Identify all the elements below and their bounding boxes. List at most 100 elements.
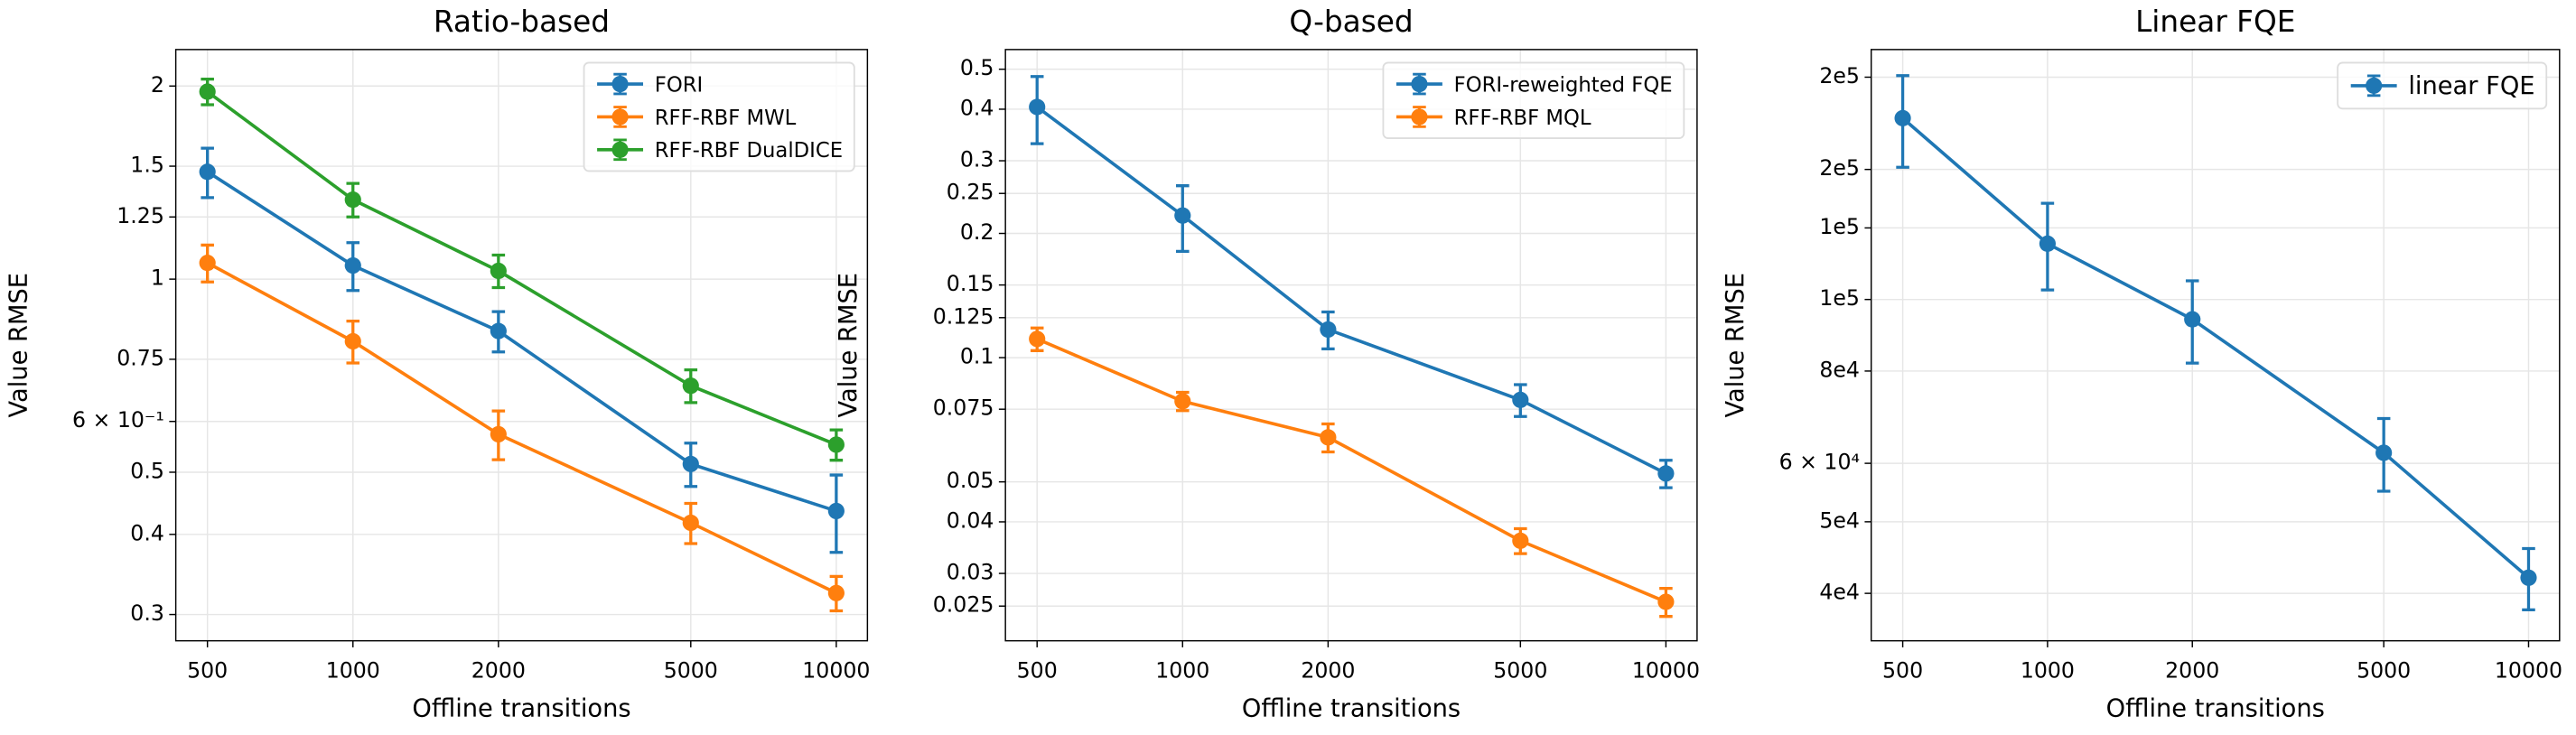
y-tick-label: 8e4 [1819, 357, 1860, 382]
data-point [2375, 444, 2393, 461]
chart-title: Ratio-based [434, 5, 610, 39]
x-tick-label: 500 [1882, 658, 1923, 684]
y-tick-label: 0.5 [960, 55, 994, 80]
chart-title: Q-based [1289, 5, 1413, 39]
x-axis-label: Offline transitions [1242, 695, 1461, 723]
data-point [1029, 330, 1046, 348]
data-point [490, 262, 507, 280]
x-axis-label: Offline transitions [412, 695, 630, 723]
data-point [344, 332, 361, 350]
y-tick-label: 0.025 [933, 592, 994, 618]
series-line [1901, 116, 2530, 580]
series-line [206, 261, 837, 595]
x-tick-label: 10000 [2495, 658, 2562, 684]
legend-frame [583, 61, 855, 172]
data-point [682, 377, 699, 395]
data-point [827, 584, 845, 601]
legend-label: RFF-RBF MWL [655, 107, 797, 130]
y-axis-label: Value RMSE [5, 273, 33, 418]
y-tick-label: 1 [151, 265, 164, 291]
plot-frame [174, 49, 869, 642]
x-tick-label: 1000 [326, 658, 380, 684]
y-tick-label: 0.04 [947, 507, 994, 533]
legend-frame [2337, 61, 2548, 110]
y-tick-label: 2e5 [1819, 63, 1860, 88]
y-tick-label: 1.5 [130, 153, 164, 178]
legend-swatch [1411, 108, 1428, 126]
y-tick-label: 0.2 [960, 219, 994, 245]
y-tick-label: 0.5 [130, 458, 164, 483]
y-tick-label: 1e5 [1819, 214, 1860, 239]
y-tick-label: 4e4 [1819, 580, 1860, 605]
data-point [1174, 207, 1191, 224]
legend-swatch [1411, 75, 1428, 93]
data-point [827, 502, 845, 520]
y-tick-label: 5e4 [1819, 507, 1860, 533]
data-point [1029, 98, 1046, 116]
data-point [682, 455, 699, 472]
data-point [1320, 429, 1337, 446]
x-tick-label: 1000 [2021, 658, 2075, 684]
data-point [490, 425, 507, 443]
data-point [199, 83, 216, 100]
y-tick-label: 0.3 [960, 147, 994, 172]
x-tick-label: 10000 [802, 658, 870, 684]
x-tick-label: 2000 [471, 658, 526, 684]
legend: FORI-reweighted FQE RFF-RBF MQL [1382, 61, 1685, 139]
y-tick-label: 1e5 [1819, 285, 1860, 311]
y-tick-label: 6 × 10⁻¹ [72, 407, 164, 433]
x-tick-label: 5000 [2357, 658, 2411, 684]
data-point [1174, 393, 1191, 410]
y-tick-label: 0.25 [947, 180, 994, 205]
data-point [344, 256, 361, 274]
y-tick-label: 0.15 [947, 271, 994, 296]
y-tick-label: 0.05 [947, 468, 994, 493]
x-tick-label: 500 [187, 658, 228, 684]
data-point [490, 322, 507, 340]
legend-swatch [611, 141, 629, 158]
y-tick-label: 0.1 [960, 344, 994, 369]
data-point [199, 255, 216, 272]
data-point [1512, 391, 1529, 408]
x-tick-label: 10000 [1632, 658, 1700, 684]
x-axis-label: Offline transitions [2106, 695, 2325, 723]
legend-swatch [611, 108, 629, 126]
plot-frame [1004, 49, 1698, 642]
data-point [2184, 311, 2201, 328]
y-tick-label: 0.4 [960, 95, 994, 120]
plot-frame [1870, 49, 2561, 642]
legend-swatch [611, 75, 629, 93]
data-point [682, 514, 699, 532]
legend-swatch [2366, 77, 2383, 94]
x-tick-label: 2000 [2165, 658, 2219, 684]
data-point [2520, 569, 2537, 586]
subplot: 2 1.5 1.25 1 0.75 6 × 10⁻¹ 0.5 0.4 0.3 500 1000 200… [5, 5, 870, 723]
data-point [827, 436, 845, 453]
y-tick-label: 1.25 [117, 203, 164, 228]
y-tick-label: 0.75 [117, 345, 164, 370]
subplot: 2e5 2e5 1e5 1e5 8e4 6 × 10⁴ 5e4 4e4 500 1000 2000 5… [1722, 5, 2562, 723]
series-line [1036, 337, 1667, 604]
x-tick-label: 2000 [1301, 658, 1355, 684]
data-point [1512, 532, 1529, 549]
legend: linear FQE [2337, 61, 2548, 110]
data-point [1657, 465, 1675, 482]
y-tick-label: 2e5 [1819, 155, 1860, 181]
y-tick-label: 0.4 [130, 520, 164, 545]
data-point [2039, 235, 2057, 252]
data-point [1320, 321, 1337, 339]
y-axis-label: Value RMSE [1722, 273, 1750, 418]
data-point [1657, 593, 1675, 610]
x-tick-label: 1000 [1155, 658, 1209, 684]
y-axis-label: Value RMSE [835, 273, 863, 418]
legend-label: FORI [655, 73, 703, 97]
legend: FORI RFF-RBF MWL RFF-RBF DualDICE [583, 61, 855, 172]
chart-title: Linear FQE [2135, 5, 2295, 39]
series-line [206, 170, 837, 513]
data-point [344, 191, 361, 209]
legend-label: RFF-RBF DualDICE [655, 139, 843, 163]
series-line [1036, 106, 1667, 475]
legend-label: linear FQE [2408, 72, 2534, 100]
legend-frame [1382, 61, 1685, 139]
